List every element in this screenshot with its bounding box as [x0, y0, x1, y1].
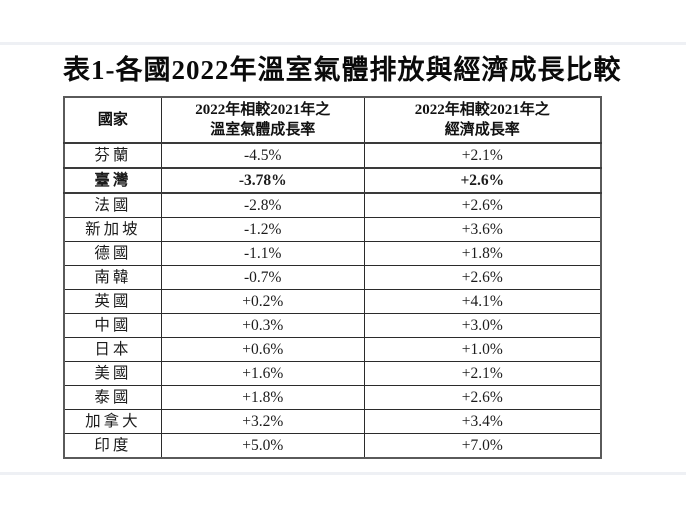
table-row: 中國 +0.3% +3.0% — [63, 313, 602, 338]
ghg-cell: +0.6% — [160, 337, 365, 362]
document-content: 表1-各國2022年溫室氣體排放與經濟成長比較 國家 2022年相較2021年之… — [63, 53, 622, 459]
header-country: 國家 — [63, 96, 162, 144]
table-header: 國家 2022年相較2021年之 溫室氣體成長率 2022年相較2021年之 經… — [63, 96, 602, 144]
ghg-cell: -0.7% — [160, 265, 365, 290]
ghg-cell: +1.6% — [160, 361, 365, 386]
gdp-cell: +2.6% — [363, 167, 602, 194]
header-gdp-line1: 2022年相較2021年之 — [414, 102, 550, 118]
country-cell: 法國 — [63, 192, 162, 218]
country-cell: 泰國 — [63, 385, 162, 410]
country-cell: 南韓 — [63, 265, 162, 290]
header-gdp-line2: 經濟成長率 — [444, 122, 520, 138]
ghg-cell: +0.3% — [160, 313, 365, 338]
header-ghg-line1: 2022年相較2021年之 — [195, 102, 331, 118]
table-row: 芬蘭 -4.5% +2.1% — [63, 142, 602, 169]
gdp-cell: +3.6% — [363, 217, 602, 242]
gdp-cell: +1.0% — [363, 337, 602, 362]
ghg-cell: +0.2% — [160, 289, 365, 314]
gdp-cell: +2.6% — [363, 265, 602, 290]
table-row: 泰國 +1.8% +2.6% — [63, 385, 602, 410]
gdp-cell: +3.4% — [363, 409, 602, 434]
header-ghg-growth: 2022年相較2021年之 溫室氣體成長率 — [160, 96, 365, 144]
table-row-highlight: 臺灣 -3.78% +2.6% — [63, 167, 602, 194]
header-ghg-line2: 溫室氣體成長率 — [210, 122, 316, 138]
comparison-table: 國家 2022年相較2021年之 溫室氣體成長率 2022年相較2021年之 經… — [63, 96, 602, 459]
country-cell: 中國 — [63, 313, 162, 338]
ghg-cell: -1.2% — [160, 217, 365, 242]
ghg-cell: +1.8% — [160, 385, 365, 410]
country-cell: 加拿大 — [63, 409, 162, 434]
country-cell: 芬蘭 — [63, 142, 162, 169]
page-boundary-line-top — [0, 42, 686, 45]
table-row: 南韓 -0.7% +2.6% — [63, 265, 602, 290]
header-gdp-growth: 2022年相較2021年之 經濟成長率 — [363, 96, 602, 144]
country-cell: 德國 — [63, 241, 162, 266]
country-cell: 新加坡 — [63, 217, 162, 242]
country-cell: 日本 — [63, 337, 162, 362]
country-cell: 英國 — [63, 289, 162, 314]
gdp-cell: +3.0% — [363, 313, 602, 338]
country-cell: 印度 — [63, 433, 162, 459]
country-cell: 臺灣 — [63, 167, 162, 194]
table-row: 法國 -2.8% +2.6% — [63, 192, 602, 218]
gdp-cell: +4.1% — [363, 289, 602, 314]
gdp-cell: +7.0% — [363, 433, 602, 459]
gdp-cell: +2.6% — [363, 385, 602, 410]
table-body: 芬蘭 -4.5% +2.1% 臺灣 -3.78% +2.6% 法國 -2.8% … — [63, 142, 602, 459]
ghg-cell: -2.8% — [160, 192, 365, 218]
table-row: 德國 -1.1% +1.8% — [63, 241, 602, 266]
table-row: 美國 +1.6% +2.1% — [63, 361, 602, 386]
table-row: 日本 +0.6% +1.0% — [63, 337, 602, 362]
ghg-cell: -4.5% — [160, 142, 365, 169]
page-title: 表1-各國2022年溫室氣體排放與經濟成長比較 — [63, 55, 622, 85]
country-cell: 美國 — [63, 361, 162, 386]
table-row: 英國 +0.2% +4.1% — [63, 289, 602, 314]
gdp-cell: +2.1% — [363, 361, 602, 386]
ghg-cell: +5.0% — [160, 433, 365, 459]
table-row: 印度 +5.0% +7.0% — [63, 433, 602, 459]
table-row: 新加坡 -1.2% +3.6% — [63, 217, 602, 242]
gdp-cell: +1.8% — [363, 241, 602, 266]
header-row: 國家 2022年相較2021年之 溫室氣體成長率 2022年相較2021年之 經… — [63, 96, 602, 144]
table-row: 加拿大 +3.2% +3.4% — [63, 409, 602, 434]
gdp-cell: +2.1% — [363, 142, 602, 169]
ghg-cell: -3.78% — [160, 167, 365, 194]
ghg-cell: +3.2% — [160, 409, 365, 434]
page-boundary-line-bottom — [0, 472, 686, 475]
gdp-cell: +2.6% — [363, 192, 602, 218]
ghg-cell: -1.1% — [160, 241, 365, 266]
